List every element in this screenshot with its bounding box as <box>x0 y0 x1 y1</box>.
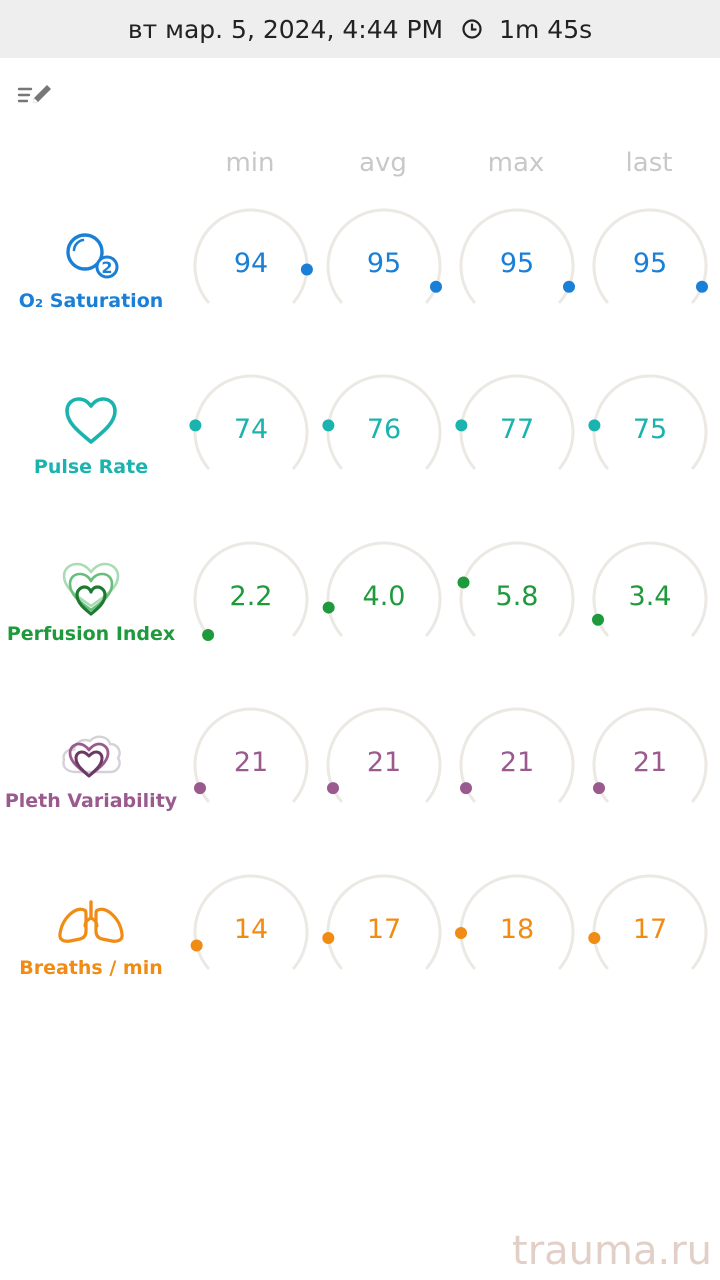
gauge-pulse-avg: 76 <box>322 370 446 494</box>
gauge-track <box>592 541 708 637</box>
gauge-pi-min: 2.2 <box>189 537 313 661</box>
gauge-rr-avg: 17 <box>322 870 446 994</box>
gauge-indicator <box>592 613 605 626</box>
session-duration: 1m 45s <box>499 14 593 44</box>
heart-cloud-icon <box>56 730 126 780</box>
gauge-pi-avg: 4.0 <box>322 537 446 661</box>
list-edit-icon <box>17 85 51 103</box>
gauge-value: 21 <box>632 747 668 778</box>
gauge-indicator <box>327 782 340 795</box>
gauge-value: 95 <box>632 248 668 279</box>
gauge-indicator <box>429 280 442 293</box>
gauge-rr-min: 14 <box>189 870 313 994</box>
gauge-track <box>459 374 575 470</box>
gauge-indicator <box>455 419 468 432</box>
gauge-value: 17 <box>366 914 402 945</box>
gauge-o2-max: 95 <box>455 204 579 328</box>
metric-label-o2-saturation: O₂ Saturation <box>18 290 164 312</box>
gauge-indicator <box>695 280 708 293</box>
gauge-indicator <box>190 939 203 952</box>
gauge-value: 21 <box>499 747 535 778</box>
gauge-o2-min: 94 <box>189 204 313 328</box>
gauge-value: 2.2 <box>229 581 273 612</box>
gauge-track <box>326 374 442 470</box>
gauge-value: 95 <box>499 248 535 279</box>
oxygen-bubble-icon: 2 <box>60 226 122 282</box>
layered-hearts-icon <box>60 560 122 620</box>
gauge-pulse-last: 75 <box>588 370 712 494</box>
gauge-pulse-min: 74 <box>189 370 313 494</box>
gauge-indicator <box>189 419 202 432</box>
gauge-value: 18 <box>499 914 535 945</box>
gauge-value: 4.0 <box>362 581 406 612</box>
svg-text:2: 2 <box>101 258 112 277</box>
gauge-track <box>592 208 708 304</box>
column-header-max: max <box>487 148 545 178</box>
metric-label-pulse-rate: Pulse Rate <box>33 456 149 478</box>
gauge-o2-last: 95 <box>588 204 712 328</box>
column-header-last: last <box>625 148 673 178</box>
gauge-indicator <box>457 576 470 589</box>
gauge-value: 5.8 <box>495 581 539 612</box>
gauge-pvi-last: 21 <box>588 703 712 827</box>
gauge-value: 94 <box>233 248 269 279</box>
gauge-value: 95 <box>366 248 402 279</box>
edit-list-button[interactable] <box>17 79 55 109</box>
metric-label-breaths-per-min: Breaths / min <box>19 957 163 979</box>
gauge-value: 14 <box>233 914 269 945</box>
gauge-track <box>459 541 575 637</box>
gauge-track <box>459 208 575 304</box>
gauge-pulse-max: 77 <box>455 370 579 494</box>
gauge-indicator <box>593 782 606 795</box>
gauge-value: 75 <box>632 414 668 445</box>
metric-label-perfusion-index: Perfusion Index <box>6 623 176 645</box>
gauge-track <box>459 707 575 803</box>
gauge-value: 3.4 <box>628 581 672 612</box>
gauge-track <box>326 541 442 637</box>
gauge-pi-last: 3.4 <box>588 537 712 661</box>
gauge-value: 17 <box>632 914 668 945</box>
gauge-value: 76 <box>366 414 402 445</box>
gauge-track <box>193 874 309 970</box>
gauge-value: 21 <box>366 747 402 778</box>
gauge-rr-max: 18 <box>455 870 579 994</box>
metric-label-pleth-variability: Pleth Variability <box>4 790 178 812</box>
session-datetime: вт мар. 5, 2024, 4:44 PM <box>127 14 444 44</box>
gauge-track <box>592 707 708 803</box>
gauge-value: 74 <box>233 414 269 445</box>
gauge-rr-last: 17 <box>588 870 712 994</box>
gauge-pi-max: 5.8 <box>455 537 579 661</box>
gauge-track <box>326 208 442 304</box>
column-header-min: min <box>225 148 275 178</box>
heart-icon <box>62 394 120 448</box>
gauge-indicator <box>202 628 215 641</box>
gauge-o2-avg: 95 <box>322 204 446 328</box>
gauge-track <box>193 541 309 637</box>
gauge-indicator <box>194 782 207 795</box>
gauge-indicator <box>588 419 601 432</box>
gauge-pvi-max: 21 <box>455 703 579 827</box>
gauge-track <box>193 707 309 803</box>
gauge-pvi-min: 21 <box>189 703 313 827</box>
gauge-indicator <box>322 601 335 614</box>
lungs-icon <box>56 898 126 946</box>
gauge-indicator <box>322 932 335 945</box>
gauge-value: 21 <box>233 747 269 778</box>
gauge-indicator <box>455 926 468 939</box>
gauge-track <box>326 707 442 803</box>
gauge-indicator <box>322 419 335 432</box>
clock-icon <box>461 18 483 40</box>
watermark: trauma.ru <box>512 1228 712 1274</box>
gauge-track <box>592 374 708 470</box>
gauge-track <box>193 374 309 470</box>
gauge-indicator <box>562 280 575 293</box>
gauge-pvi-avg: 21 <box>322 703 446 827</box>
status-bar: вт мар. 5, 2024, 4:44 PM 1m 45s <box>0 0 720 58</box>
gauge-indicator <box>588 932 601 945</box>
gauge-indicator <box>300 263 313 276</box>
gauge-value: 77 <box>499 414 535 445</box>
column-header-avg: avg <box>359 148 407 178</box>
gauge-indicator <box>460 782 473 795</box>
